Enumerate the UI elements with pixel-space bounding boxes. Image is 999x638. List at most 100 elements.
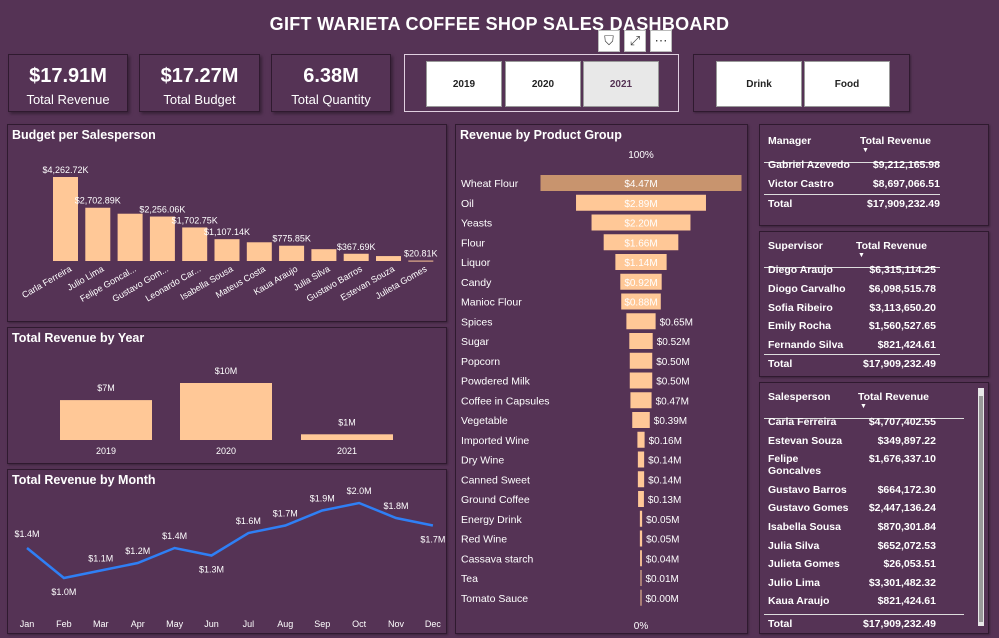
table-row-name: Carla Ferreira	[768, 416, 837, 428]
funnel-category-label: Candy	[461, 277, 492, 289]
total-divider	[764, 354, 940, 355]
funnel-bar[interactable]	[603, 234, 679, 251]
budget-bar[interactable]	[85, 207, 111, 261]
funnel-data-label: $2.20M	[624, 219, 657, 230]
column-header: Manager	[768, 135, 812, 147]
funnel-bar[interactable]	[629, 372, 653, 389]
budget-bar[interactable]	[149, 216, 175, 261]
total-divider	[764, 194, 940, 195]
year-bar[interactable]	[180, 383, 272, 440]
budget-bar[interactable]	[214, 239, 240, 261]
month-data-label: $2.0M	[347, 486, 372, 496]
sort-descending-icon[interactable]: ▼	[860, 403, 867, 410]
year-2019-button[interactable]: 2019	[426, 61, 502, 107]
funnel-bar[interactable]	[637, 471, 645, 488]
budget-bar[interactable]	[182, 227, 208, 261]
header-divider	[764, 267, 940, 268]
month-category-label: May	[166, 619, 184, 629]
funnel-bottom-percent: 0%	[634, 621, 649, 632]
table-total-value: $17,909,232.49	[867, 198, 940, 210]
year-bar[interactable]	[60, 400, 152, 440]
funnel-category-label: Vegetable	[461, 415, 508, 427]
scrollbar-thumb[interactable]	[979, 396, 983, 622]
funnel-category-label: Imported Wine	[461, 435, 529, 447]
funnel-data-label: $0.16M	[649, 436, 682, 447]
header-divider	[764, 162, 940, 163]
funnel-top-percent: 100%	[628, 150, 654, 161]
funnel-bar[interactable]	[638, 491, 644, 507]
funnel-bar[interactable]	[639, 510, 643, 527]
funnel-bar[interactable]	[640, 570, 642, 586]
column-header[interactable]: Total Revenue	[856, 240, 927, 252]
funnel-bar[interactable]	[615, 254, 667, 270]
funnel-bar[interactable]	[637, 431, 645, 448]
funnel-bar[interactable]	[630, 392, 652, 409]
month-data-label: $1.6M	[236, 516, 261, 526]
table-total-label: Total	[768, 358, 793, 370]
budget-bar[interactable]	[53, 177, 78, 261]
funnel-bar[interactable]	[629, 333, 653, 349]
sort-descending-icon[interactable]: ▼	[862, 147, 869, 154]
funnel-category-label: Flour	[461, 237, 485, 249]
budget-bar[interactable]	[311, 249, 337, 261]
funnel-bar[interactable]	[629, 352, 653, 369]
budget-bar[interactable]	[279, 245, 305, 261]
kpi-value: $17.91M	[29, 65, 107, 87]
year-bar[interactable]	[301, 434, 393, 440]
funnel-data-label: $0.47M	[656, 396, 689, 407]
funnel-bar[interactable]	[640, 589, 642, 606]
revenue-by-product-group-panel: Revenue by Product Group 100% 0% Wheat Flo…	[455, 124, 748, 634]
month-category-label: Aug	[277, 619, 293, 629]
funnel-bar[interactable]	[576, 194, 706, 211]
funnel-bar[interactable]	[540, 175, 742, 191]
year-2021-button[interactable]: 2021	[583, 61, 659, 107]
funnel-bar[interactable]	[632, 412, 650, 428]
filter-icon[interactable]: ⛉	[598, 30, 620, 52]
budget-category-label: Carla Ferreira	[20, 264, 73, 300]
month-data-label: $1.4M	[162, 531, 187, 541]
funnel-category-label: Dry Wine	[461, 455, 504, 467]
dashboard-title: GIFT WARIETA COFFEE SHOP SALES DASHBOARD	[269, 14, 730, 34]
funnel-bar[interactable]	[591, 214, 691, 231]
column-header[interactable]: Total Revenue	[858, 391, 929, 403]
funnel-data-label: $0.88M	[624, 298, 657, 309]
kpi-value: 6.38M	[303, 65, 359, 87]
more-options-icon[interactable]: ⋯	[650, 30, 672, 52]
funnel-bar[interactable]	[640, 550, 642, 567]
budget-bar[interactable]	[246, 242, 272, 261]
supervisor-table-panel: Supervisor Total Revenue ▼ Diego Araujo $6,3…	[759, 231, 989, 377]
budget-bar[interactable]	[408, 260, 434, 262]
focus-mode-icon[interactable]: ⤢	[624, 30, 646, 52]
month-data-label: $1.7M	[273, 509, 298, 519]
month-data-label: $1.2M	[125, 546, 150, 556]
table-row-value: $26,053.51	[883, 558, 936, 571]
funnel-category-label: Sugar	[461, 336, 490, 348]
funnel-data-label: $1.66M	[624, 238, 657, 249]
funnel-bar[interactable]	[639, 530, 643, 547]
budget-bar[interactable]	[343, 253, 369, 261]
table-total-label: Total	[768, 618, 793, 630]
funnel-bar[interactable]	[620, 273, 662, 290]
month-series-line[interactable]	[26, 501, 434, 580]
table-row-name: Sofia Ribeiro	[768, 301, 833, 314]
kpi-total-revenue: $17.91M Total Revenue	[8, 54, 128, 112]
sort-descending-icon[interactable]: ▼	[858, 252, 865, 259]
funnel-data-label: $0.50M	[656, 377, 689, 388]
funnel-bar[interactable]	[637, 451, 645, 468]
drink-button[interactable]: Drink	[716, 61, 802, 107]
year-category-label: 2021	[337, 446, 357, 456]
funnel-category-label: Ground Coffee	[461, 494, 530, 506]
table-scrollbar[interactable]	[978, 388, 984, 626]
funnel-data-label: $0.39M	[654, 416, 687, 427]
table-total-label: Total	[768, 198, 793, 210]
funnel-bar[interactable]	[621, 293, 661, 310]
food-button[interactable]: Food	[804, 61, 890, 107]
funnel-bar[interactable]	[626, 313, 656, 330]
year-2020-button[interactable]: 2020	[505, 61, 581, 107]
budget-bar[interactable]	[117, 213, 143, 261]
product-group-slicer: Drink Food	[693, 54, 910, 112]
column-header[interactable]: Total Revenue	[860, 135, 931, 147]
budget-bar[interactable]	[376, 256, 401, 261]
salesperson-table-panel: Salesperson Total Revenue ▼ Carla Ferreira $…	[759, 382, 989, 634]
table-total-value: $17,909,232.49	[863, 358, 936, 370]
